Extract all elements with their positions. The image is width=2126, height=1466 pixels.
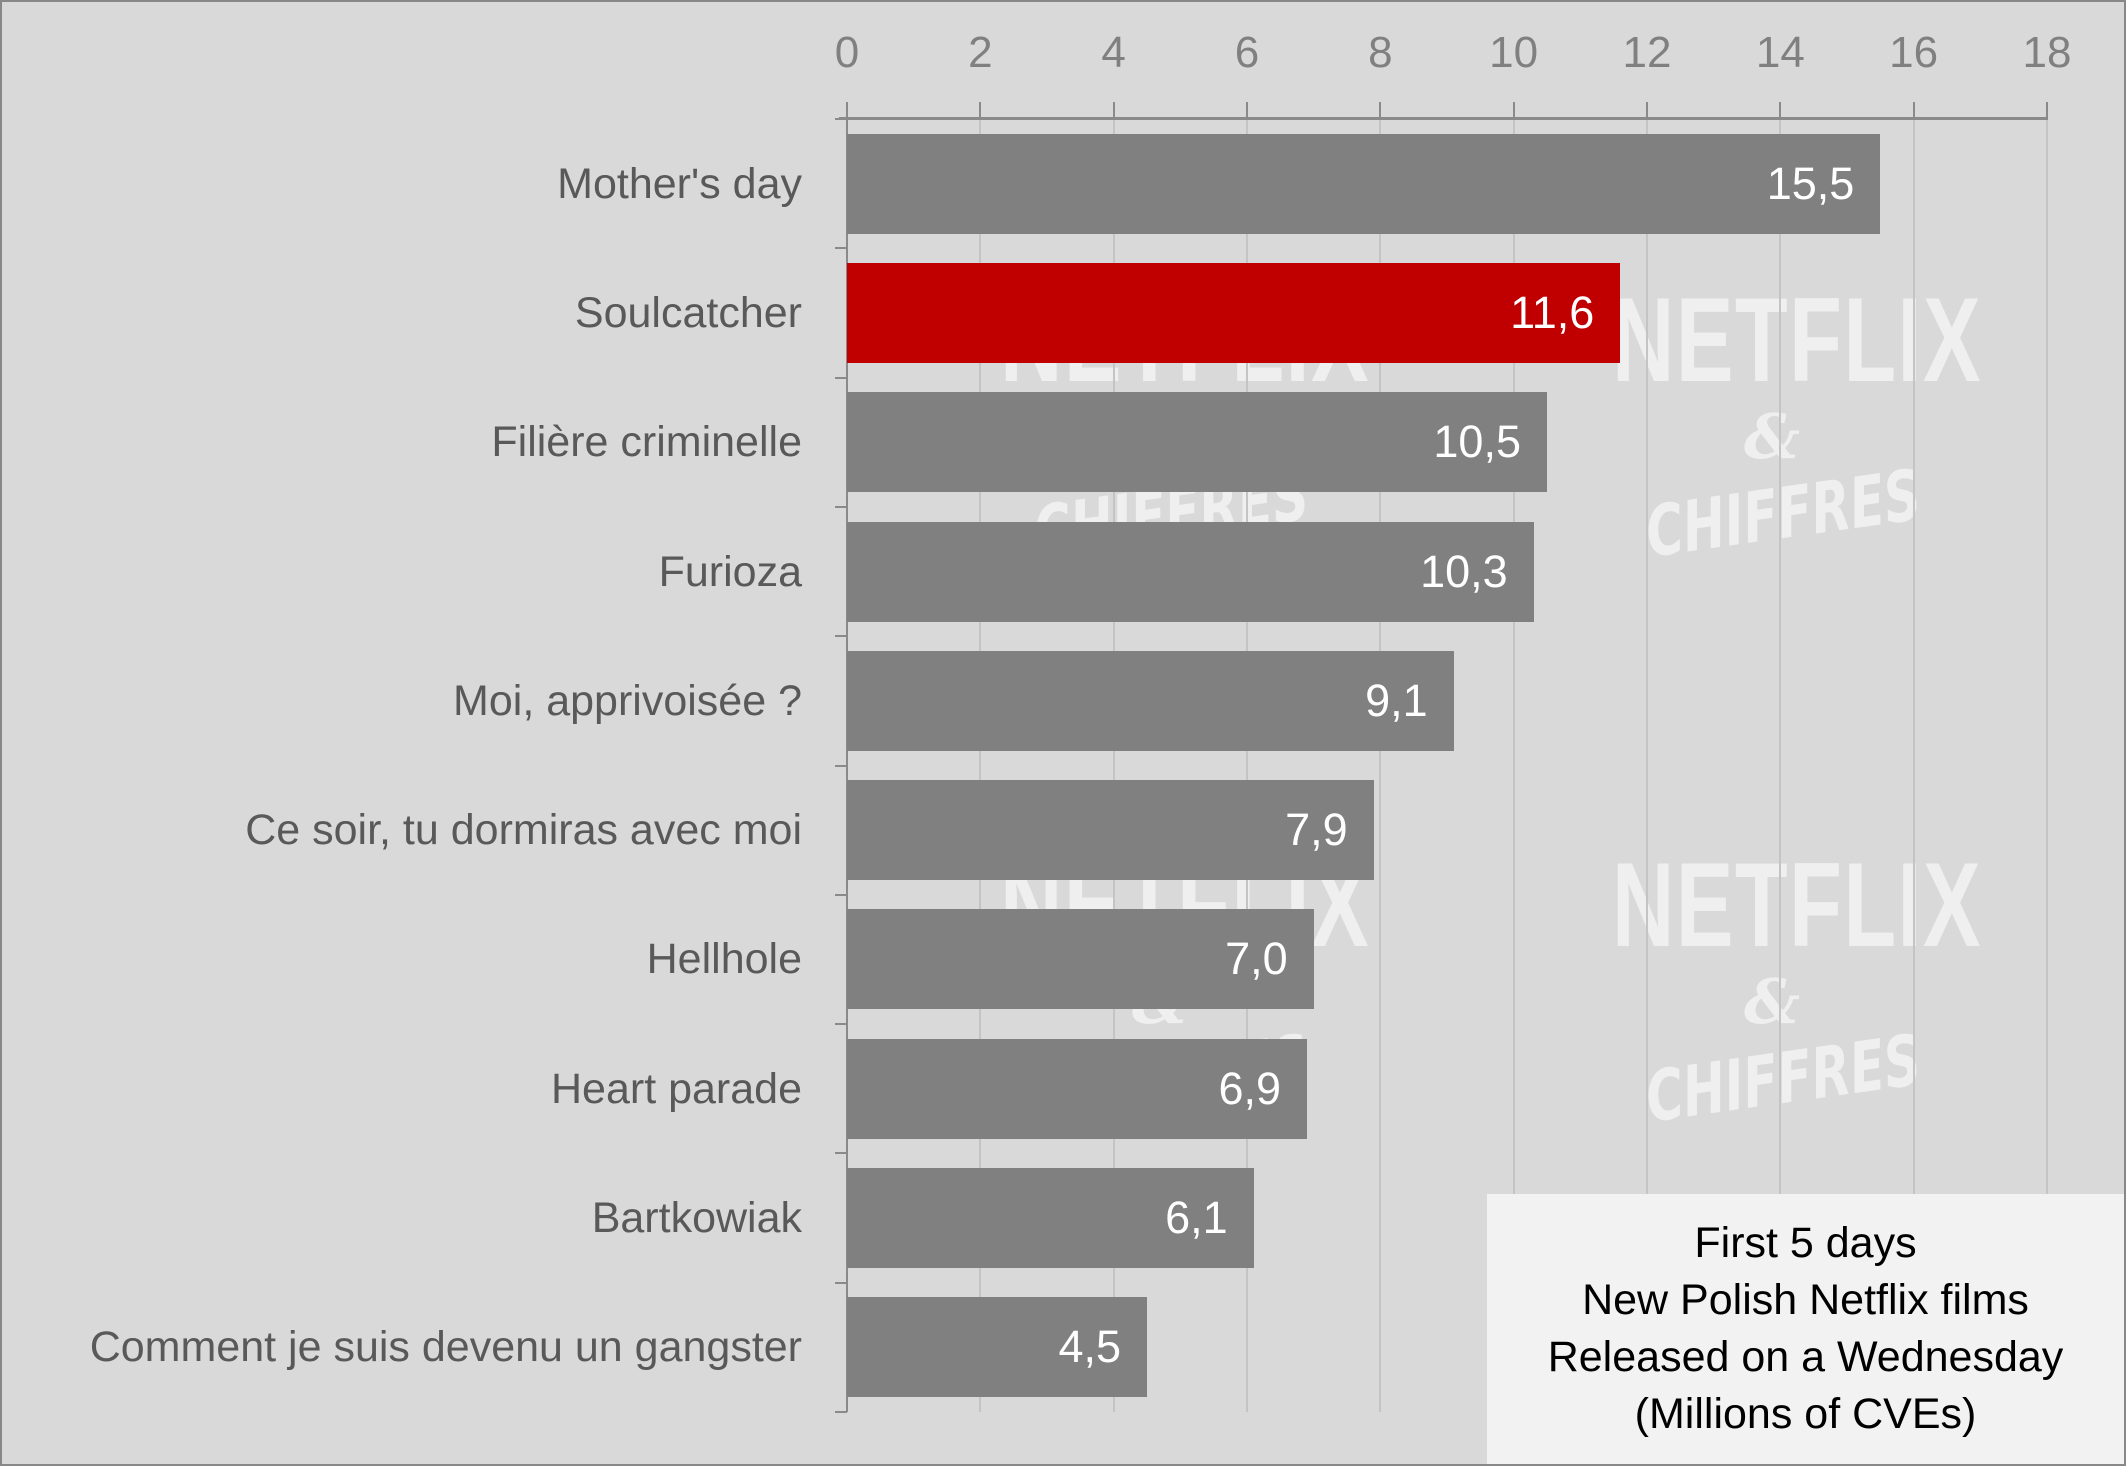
bar: 4,5 <box>847 1297 1147 1398</box>
chart-title-box: First 5 days New Polish Netflix films Re… <box>1487 1194 2124 1464</box>
x-tick-mark <box>1112 102 1115 118</box>
x-tick-mark <box>1246 102 1248 118</box>
bar-value-label: 11,6 <box>1510 286 1595 338</box>
gridline <box>1246 118 1248 1412</box>
bar-value-label: 7,9 <box>1285 804 1348 856</box>
x-tick-label: 14 <box>1755 28 1805 77</box>
x-tick-label: 2 <box>968 28 993 77</box>
bar: 15,5 <box>847 133 1881 234</box>
bar: 9,1 <box>847 650 1454 751</box>
x-tick-label: 16 <box>1889 28 1939 77</box>
watermark-chiffres-text: CHIFFRES <box>1640 1018 1926 1139</box>
category-label: Ce soir, tu dormiras avec moi <box>245 806 802 855</box>
gridline <box>1112 118 1115 1412</box>
watermark-netflix-text: NETFLIX <box>1612 273 1983 407</box>
category-label: Furioza <box>658 547 802 596</box>
title-line-3: Released on a Wednesday <box>1547 1333 2064 1381</box>
bar-value-label: 15,5 <box>1766 157 1855 209</box>
y-tick-mark <box>835 118 847 120</box>
category-label: Mother's day <box>557 159 802 208</box>
gridline <box>2046 118 2048 1412</box>
x-tick-mark <box>1779 102 1782 118</box>
x-tick-label: 12 <box>1622 28 1672 77</box>
watermark-chiffres-text: CHIFFRES <box>1640 453 1926 574</box>
y-tick-mark <box>835 505 847 508</box>
y-tick-mark <box>835 1281 847 1284</box>
x-tick-label: 0 <box>834 28 860 77</box>
y-tick-mark <box>835 376 847 379</box>
x-tick-label: 4 <box>1101 28 1126 77</box>
category-label: Heart parade <box>551 1064 802 1113</box>
title-line-2: New Polish Netflix films <box>1582 1276 2029 1324</box>
x-tick-label: 6 <box>1234 28 1260 77</box>
x-tick-mark <box>1646 102 1648 118</box>
category-label: Filière criminelle <box>491 418 802 467</box>
title-line-1: First 5 days <box>1694 1219 1917 1267</box>
bar-value-label: 7,0 <box>1225 933 1288 985</box>
x-tick-label: 8 <box>1368 28 1393 77</box>
y-axis-line <box>846 118 848 1412</box>
bar-value-label: 4,5 <box>1058 1321 1121 1373</box>
x-tick-mark <box>2046 102 2048 118</box>
bar: 7,0 <box>847 909 1314 1010</box>
gridline <box>1912 118 1915 1412</box>
bar: 10,5 <box>847 392 1547 493</box>
category-label: Comment je suis devenu un gangster <box>89 1323 802 1372</box>
bar-value-label: 6,9 <box>1218 1062 1281 1114</box>
gridline <box>1379 118 1382 1412</box>
x-tick-mark <box>1512 102 1515 118</box>
x-axis-line <box>839 117 2048 120</box>
y-tick-mark <box>835 893 847 896</box>
highlighted-bar: 11,6 <box>847 262 1621 363</box>
category-label: Bartkowiak <box>591 1194 802 1243</box>
y-tick-mark <box>835 1411 847 1413</box>
title-line-4: (Millions of CVEs) <box>1634 1390 1977 1438</box>
category-label: Soulcatcher <box>574 288 802 337</box>
bar: 6,9 <box>847 1038 1307 1139</box>
x-tick-label: 18 <box>2022 28 2072 77</box>
bar: 6,1 <box>847 1168 1254 1269</box>
category-label: Hellhole <box>646 935 802 984</box>
category-label: Moi, apprivoisée ? <box>453 676 802 725</box>
x-tick-mark <box>1912 102 1915 118</box>
watermark-logo: NETFLIX&CHIFFRES <box>1612 273 1983 574</box>
bar-value-label: 10,3 <box>1420 545 1508 597</box>
gridline <box>1646 118 1648 1412</box>
x-tick-mark <box>846 102 848 118</box>
bar-value-label: 10,5 <box>1433 416 1521 468</box>
x-tick-mark <box>979 102 982 118</box>
watermark-netflix-text: NETFLIX <box>1612 838 1983 972</box>
gridline <box>979 118 982 1412</box>
watermark-logo: NETFLIX&CHIFFRES <box>1612 838 1983 1139</box>
y-tick-mark <box>835 764 847 767</box>
y-tick-mark <box>835 1152 847 1155</box>
y-tick-mark <box>835 247 847 250</box>
y-tick-mark <box>835 1023 847 1026</box>
gridline <box>1779 118 1782 1412</box>
x-tick-mark <box>1379 102 1382 118</box>
bar: 7,9 <box>847 780 1374 881</box>
x-tick-label: 10 <box>1489 28 1539 77</box>
bar: 10,3 <box>847 521 1534 622</box>
gridline <box>1512 118 1515 1412</box>
bar-value-label: 6,1 <box>1165 1192 1228 1244</box>
bar-value-label: 9,1 <box>1365 674 1428 726</box>
y-tick-mark <box>835 635 847 638</box>
